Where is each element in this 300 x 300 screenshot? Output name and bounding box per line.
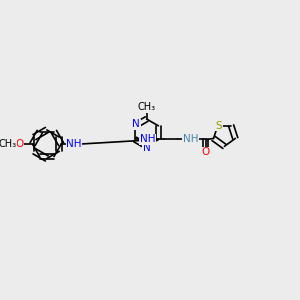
Text: CH₃: CH₃ <box>0 139 17 149</box>
Text: NH: NH <box>140 134 155 144</box>
Text: O: O <box>202 147 210 157</box>
Text: O: O <box>15 139 23 149</box>
Text: N: N <box>143 143 151 153</box>
Text: N: N <box>133 119 140 129</box>
Text: CH₃: CH₃ <box>138 102 156 112</box>
Text: NH: NH <box>183 134 198 144</box>
Text: S: S <box>216 121 223 131</box>
Text: NH: NH <box>66 139 82 149</box>
